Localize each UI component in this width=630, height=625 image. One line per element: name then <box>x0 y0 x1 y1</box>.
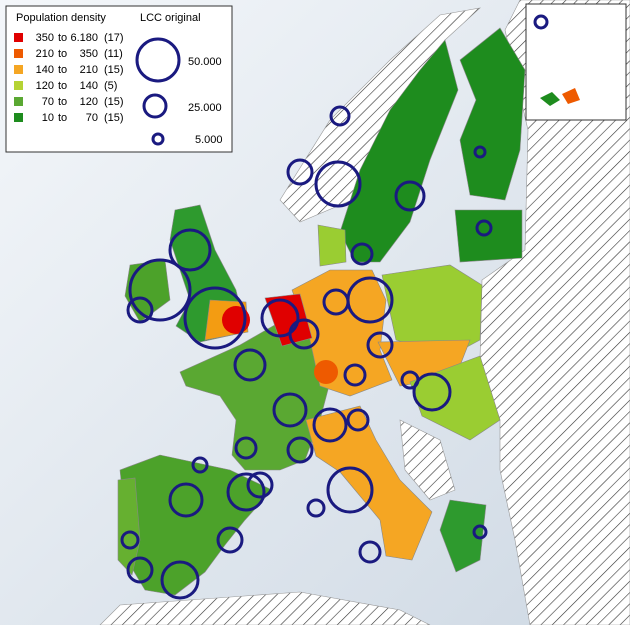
legend-symbol-label: 5.000 <box>195 134 223 146</box>
legend-from: 210 <box>36 48 54 60</box>
legend-from: 70 <box>42 96 54 108</box>
inset <box>525 3 627 121</box>
island <box>540 92 560 106</box>
legend-swatch <box>14 97 23 106</box>
legend-word: to <box>58 64 67 76</box>
legend-to: 6.180 <box>70 32 98 44</box>
legend-to: 70 <box>86 112 98 124</box>
legend-swatch <box>14 49 23 58</box>
legend-to: 350 <box>80 48 98 60</box>
legend-count: (11) <box>104 48 123 60</box>
legend-from: 350 <box>36 32 54 44</box>
legend-count: (15) <box>104 64 124 76</box>
legend-symbol <box>135 37 181 83</box>
legend-word: to <box>58 112 67 124</box>
legend-from: 120 <box>36 80 54 92</box>
legend-swatch <box>14 33 23 42</box>
legend-symbol-label: 50.000 <box>188 56 222 68</box>
inset-box <box>525 3 627 121</box>
legend-box <box>5 5 233 153</box>
proportional-symbols <box>120 14 549 600</box>
legend-count: (5) <box>104 80 117 92</box>
legend-symbol <box>151 132 165 146</box>
legend-title: Population density <box>16 12 106 24</box>
legend-word: to <box>58 96 67 108</box>
legend-word: to <box>58 48 67 60</box>
legend-to: 210 <box>80 64 98 76</box>
countries <box>117 27 526 596</box>
legend-symbol-label: 25.000 <box>188 102 222 114</box>
legend-word: to <box>58 80 67 92</box>
legend-swatch <box>14 113 23 122</box>
legend-symbol <box>142 93 168 119</box>
legend: Population density LCC original 350 to 6.1… <box>5 5 233 153</box>
legend-count: (17) <box>104 32 124 44</box>
legend-to: 140 <box>80 80 98 92</box>
legend-from: 10 <box>42 112 54 124</box>
legend-count: (15) <box>104 112 124 124</box>
legend-to: 120 <box>80 96 98 108</box>
legend-title: LCC original <box>140 12 201 24</box>
legend-word: to <box>58 32 67 44</box>
legend-swatch <box>14 81 23 90</box>
region <box>314 360 338 384</box>
legend-swatch <box>14 65 23 74</box>
island <box>562 88 580 104</box>
legend-from: 140 <box>36 64 54 76</box>
legend-count: (15) <box>104 96 124 108</box>
